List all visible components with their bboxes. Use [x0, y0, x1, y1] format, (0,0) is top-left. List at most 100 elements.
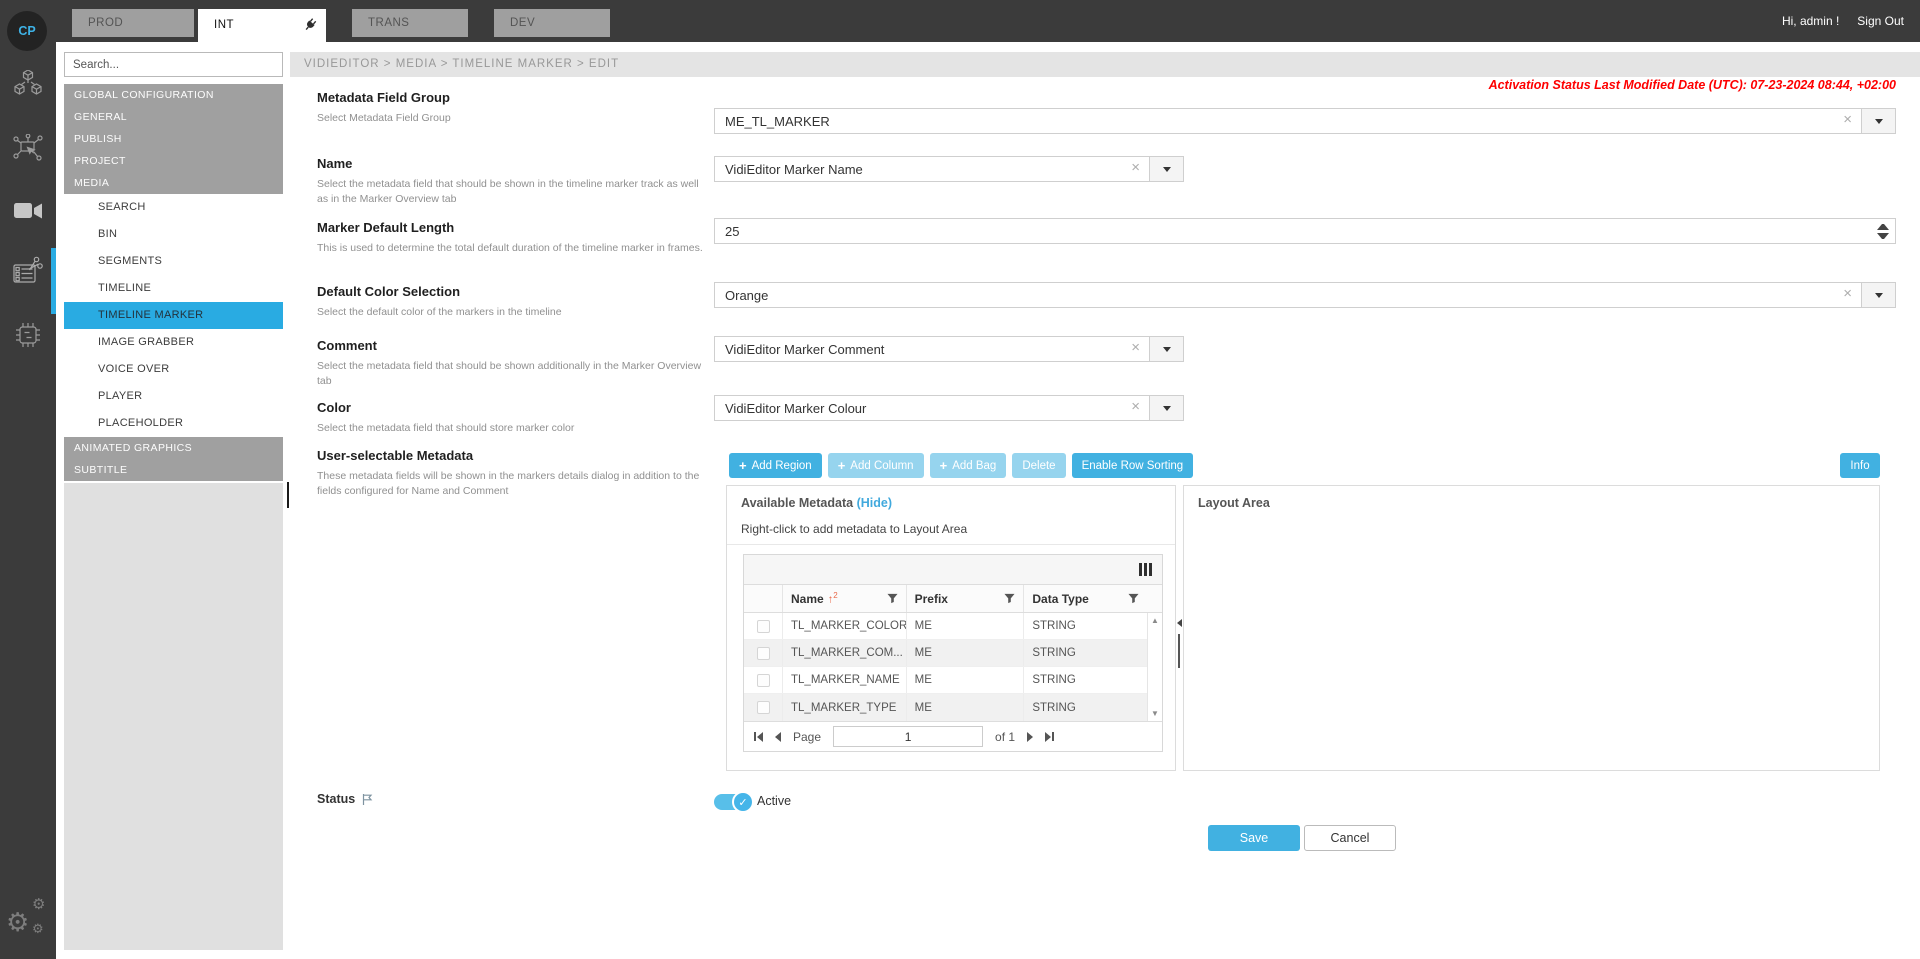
next-page-button[interactable] [1027, 731, 1034, 742]
save-button[interactable]: Save [1208, 825, 1300, 851]
tab-int[interactable]: INT [198, 9, 326, 43]
scroll-up-icon[interactable]: ▲ [1151, 616, 1159, 625]
field-description: Select Metadata Field Group [317, 112, 451, 124]
sidebar-background [64, 483, 283, 950]
clear-icon[interactable]: × [1131, 159, 1140, 176]
table-row[interactable]: TL_MARKER_NAME ME STRING [744, 667, 1147, 694]
clear-icon[interactable]: × [1843, 111, 1852, 128]
add-column-button[interactable]: + Add Column [827, 453, 924, 478]
sidebar-item-search[interactable]: SEARCH [64, 194, 283, 221]
first-page-button[interactable] [754, 731, 763, 742]
row-checkbox[interactable] [756, 646, 770, 660]
table-row[interactable]: TL_MARKER_COLOR ME STRING [744, 613, 1147, 640]
dropdown-button[interactable] [1862, 108, 1896, 134]
sign-out-link[interactable]: Sign Out [1857, 14, 1904, 28]
grid-header: Name ↑2 Prefix Data Type [744, 585, 1162, 613]
status-toggle[interactable]: ✓ [714, 791, 754, 813]
gear-small-icon: ⚙ [32, 896, 46, 913]
default-color-input[interactable] [714, 282, 1862, 308]
sidebar-item-bin[interactable]: BIN [64, 221, 283, 248]
previous-page-button[interactable] [775, 731, 781, 742]
tab-label: TRANS [368, 17, 410, 29]
cancel-button[interactable]: Cancel [1304, 825, 1396, 851]
add-bag-button[interactable]: + Add Bag [929, 453, 1007, 478]
scrollbar-thumb[interactable] [287, 482, 289, 508]
tab-dev[interactable]: DEV [494, 9, 610, 37]
color-input[interactable] [714, 395, 1150, 421]
sidebar-item-subtitle[interactable]: SUBTITLE [64, 459, 283, 481]
available-metadata-title: Available Metadata (Hide) [741, 496, 892, 510]
sidebar-item-image-grabber[interactable]: IMAGE GRABBER [64, 329, 283, 356]
add-region-button[interactable]: + Add Region [729, 453, 822, 478]
info-button[interactable]: Info [1840, 453, 1880, 478]
row-checkbox[interactable] [756, 701, 770, 714]
camera-icon[interactable] [0, 200, 56, 222]
column-header-prefix[interactable]: Prefix [905, 585, 1024, 612]
clear-icon[interactable]: × [1843, 285, 1852, 302]
dropdown-button[interactable] [1150, 336, 1184, 362]
page-number-input[interactable] [833, 726, 984, 747]
columns-icon[interactable] [1139, 563, 1152, 576]
top-bar: PROD INT TRANS DEV Hi, admin ! Sign Out [0, 0, 1920, 43]
column-header-data-type[interactable]: Data Type [1023, 585, 1147, 612]
available-metadata-panel: Available Metadata (Hide) Right-click to… [726, 485, 1176, 771]
sidebar-item-general[interactable]: GENERAL [64, 106, 283, 128]
dropdown-button[interactable] [1862, 282, 1896, 308]
row-checkbox[interactable] [756, 619, 770, 633]
sidebar-item-segments[interactable]: SEGMENTS [64, 248, 283, 275]
sidebar-item-placeholder[interactable]: PLACEHOLDER [64, 410, 283, 437]
search-input[interactable] [64, 52, 283, 77]
filter-icon[interactable] [1128, 593, 1139, 604]
panel-splitter[interactable] [1178, 634, 1180, 668]
cell-data-type: STRING [1023, 694, 1147, 721]
marker-default-length-input[interactable] [714, 218, 1896, 244]
delete-button[interactable]: Delete [1012, 453, 1066, 478]
sidebar-item-timeline[interactable]: TIMELINE [64, 275, 283, 302]
sidebar-item-media[interactable]: MEDIA [64, 172, 283, 194]
spinner-up-icon[interactable] [1877, 224, 1889, 230]
workflow-icon[interactable] [0, 134, 56, 164]
filter-icon[interactable] [1004, 593, 1015, 604]
clear-icon[interactable]: × [1131, 339, 1140, 356]
last-page-button[interactable] [1045, 731, 1055, 742]
layout-area-panel[interactable]: Layout Area [1183, 485, 1880, 771]
metadata-grid: Name ↑2 Prefix Data Type [743, 554, 1163, 752]
field-description: This is used to determine the total defa… [317, 242, 703, 254]
sidebar-item-voice-over[interactable]: VOICE OVER [64, 356, 283, 383]
dropdown-button[interactable] [1150, 395, 1184, 421]
metadata-field-group-input[interactable] [714, 108, 1862, 134]
sidebar-item-animated-graphics[interactable]: ANIMATED GRAPHICS [64, 437, 283, 459]
avatar[interactable]: CP [7, 11, 47, 51]
gears-icon[interactable]: ⚙ ⚙ ⚙ [4, 893, 54, 945]
table-scrollbar[interactable]: ▲ ▼ [1147, 613, 1162, 721]
table-row[interactable]: TL_MARKER_TYPE ME STRING [744, 694, 1147, 721]
tab-trans[interactable]: TRANS [352, 9, 468, 37]
video-editor-icon[interactable] [0, 256, 56, 284]
comment-input[interactable] [714, 336, 1150, 362]
table-row[interactable]: TL_MARKER_COM... ME STRING [744, 640, 1147, 667]
field-label-default-color-selection: Default Color Selection [317, 284, 461, 299]
chip-icon[interactable] [0, 320, 56, 350]
collapse-left-icon[interactable] [1177, 619, 1182, 627]
spinner-down-icon[interactable] [1877, 233, 1889, 239]
cubes-icon[interactable] [0, 70, 56, 96]
sidebar-item-timeline-marker[interactable]: TIMELINE MARKER [64, 302, 283, 329]
dropdown-button[interactable] [1150, 156, 1184, 182]
name-input[interactable] [714, 156, 1150, 182]
sidebar-item-project[interactable]: PROJECT [64, 150, 283, 172]
tab-label: INT [214, 18, 235, 31]
row-checkbox[interactable] [756, 673, 770, 687]
tab-prod[interactable]: PROD [72, 9, 194, 37]
filter-icon[interactable] [887, 593, 898, 604]
scroll-down-icon[interactable]: ▼ [1151, 709, 1159, 718]
hide-link[interactable]: (Hide) [856, 496, 892, 510]
sidebar-item-global-configuration[interactable]: GLOBAL CONFIGURATION [64, 84, 283, 106]
clear-icon[interactable]: × [1131, 398, 1140, 415]
column-header-name[interactable]: Name ↑2 [782, 585, 906, 612]
enable-row-sorting-button[interactable]: Enable Row Sorting [1071, 453, 1194, 478]
sidebar-item-player[interactable]: PLAYER [64, 383, 283, 410]
field-label-comment: Comment [317, 338, 377, 353]
sidebar-item-publish[interactable]: PUBLISH [64, 128, 283, 150]
page-label: Page [793, 729, 822, 744]
tab-label: DEV [510, 17, 536, 29]
